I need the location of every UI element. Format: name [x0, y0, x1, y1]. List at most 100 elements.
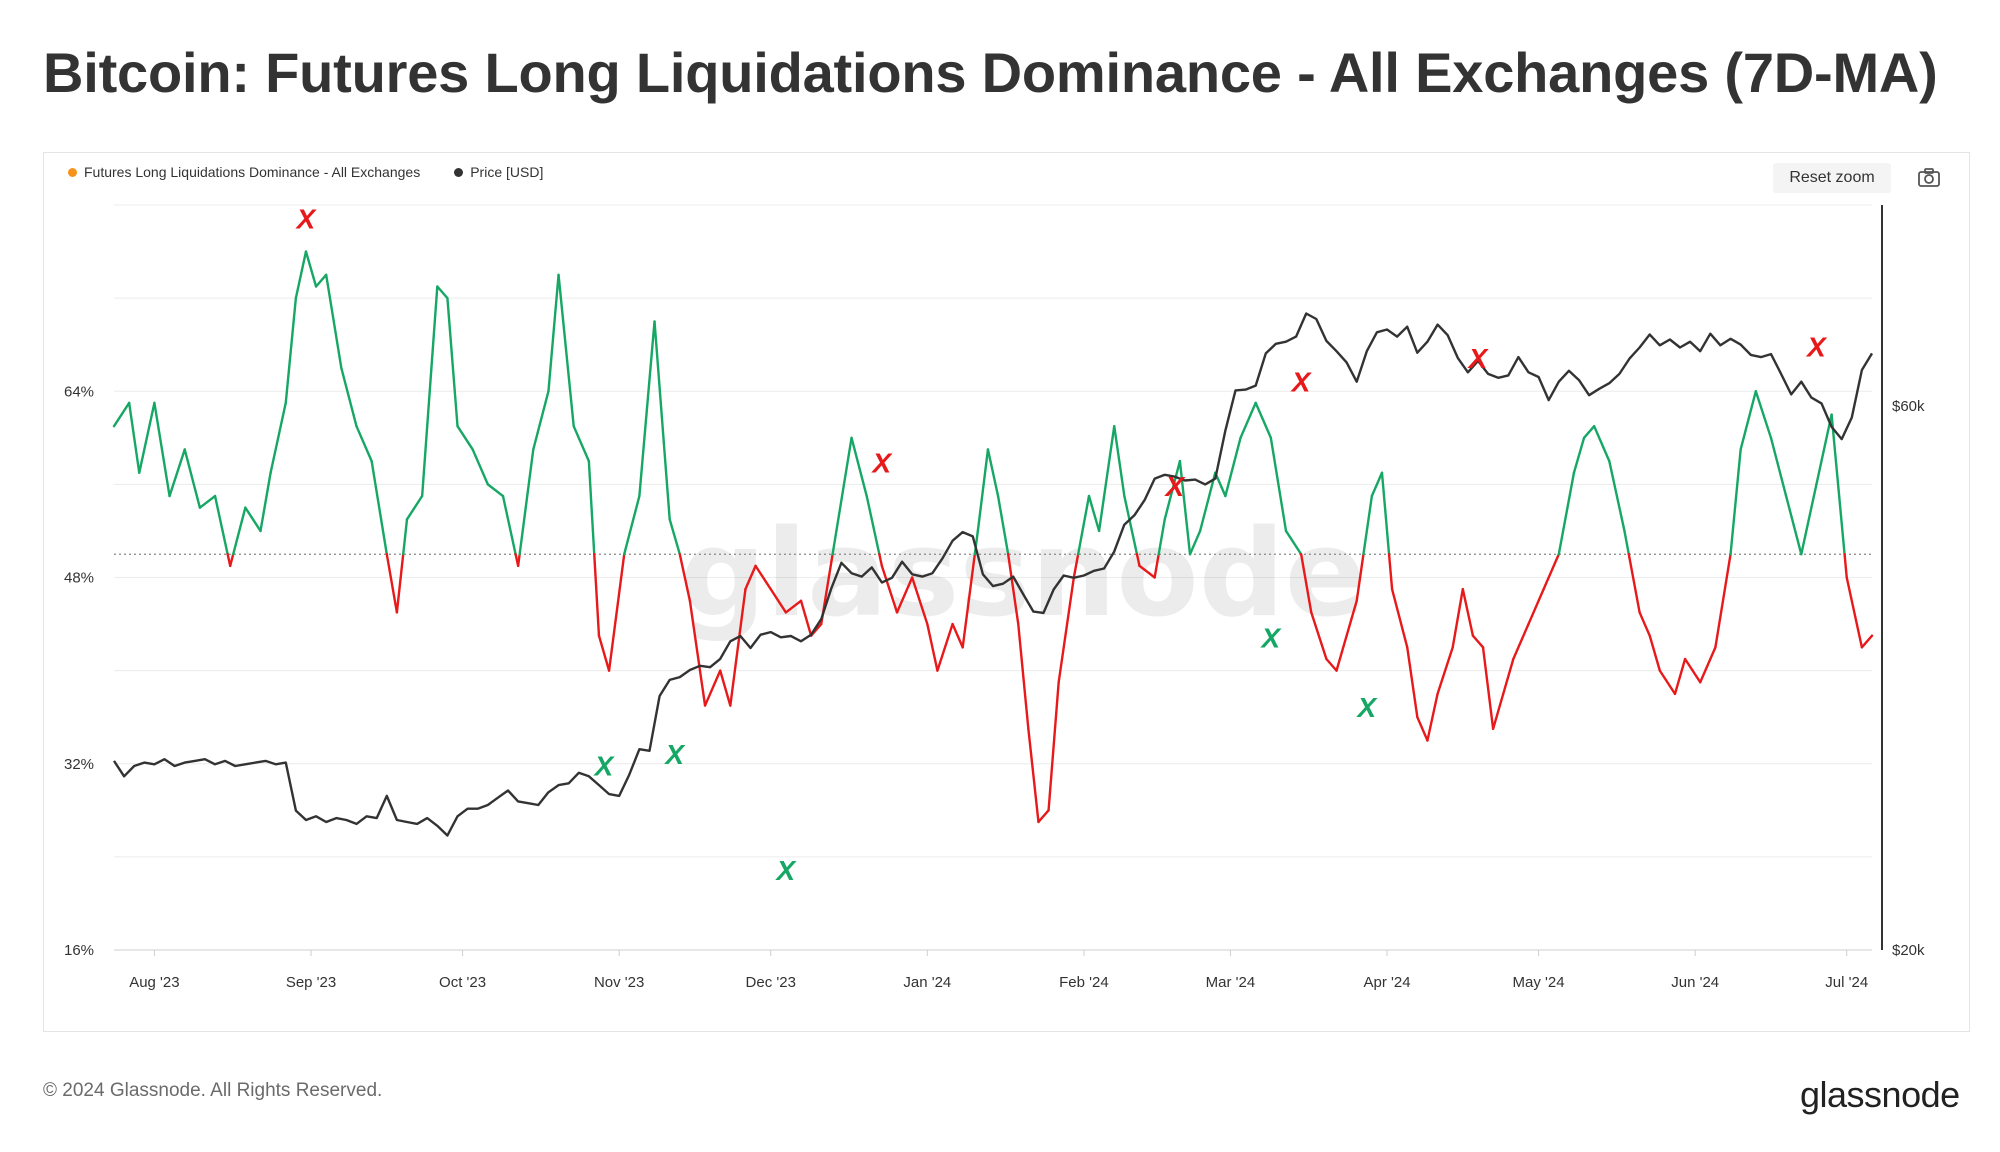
dominance-segment — [213, 494, 229, 556]
dominance-segment — [127, 401, 141, 474]
dominance-segment — [456, 424, 474, 451]
dominance-segment — [769, 587, 788, 614]
dominance-segment — [607, 553, 626, 672]
dominance-segment — [486, 483, 505, 498]
dominance-segment — [232, 506, 247, 556]
dominance-segment — [324, 273, 343, 370]
dominance-segment — [572, 424, 591, 463]
x-tick-label: Dec '23 — [746, 974, 796, 991]
dominance-segment — [1188, 529, 1202, 556]
y-left-tick-label: 48% — [64, 570, 94, 587]
legend-label-dominance: Futures Long Liquidations Dominance - Al… — [84, 164, 421, 180]
dominance-segment — [986, 448, 1000, 498]
dominance-segment — [1739, 390, 1758, 451]
dominance-segment — [1269, 436, 1288, 533]
dominance-segment — [1284, 529, 1303, 556]
dominance-segment — [1406, 646, 1419, 719]
dominance-segment — [587, 459, 596, 556]
dominance-segment — [593, 553, 601, 637]
dominance-segment — [1843, 553, 1848, 579]
dominance-segment — [1387, 553, 1394, 591]
dominance-segment — [1178, 459, 1192, 556]
annotation-green-x: X — [1260, 622, 1283, 653]
dominance-segment — [1335, 634, 1348, 672]
dominance-segment — [1502, 657, 1515, 696]
dominance-segment — [1214, 471, 1227, 498]
annotation-red-x: X — [871, 448, 894, 479]
dominance-segment — [678, 553, 692, 602]
dominance-segment — [1729, 448, 1742, 556]
dominance-segment — [1135, 553, 1141, 568]
x-tick-label: Aug '23 — [129, 974, 179, 991]
annotation-green-x: X — [775, 855, 798, 886]
dominance-segment — [1461, 587, 1475, 637]
dominance-segment — [895, 576, 914, 614]
dominance-segment — [1138, 564, 1156, 579]
legend-item-dominance[interactable]: Futures Long Liquidations Dominance - Al… — [68, 164, 420, 180]
dominance-segment — [1542, 553, 1560, 591]
dominance-segment — [1097, 424, 1116, 533]
dominance-segment — [516, 553, 521, 568]
dominance-segment — [1512, 622, 1530, 661]
dominance-segment — [1699, 646, 1717, 684]
dominance-segment — [153, 401, 171, 498]
reset-zoom-button[interactable]: Reset zoom — [1773, 163, 1891, 193]
dominance-segment — [597, 634, 611, 672]
dominance-segment — [501, 494, 517, 556]
dominance-segment — [1572, 436, 1586, 474]
dominance-segment — [1623, 529, 1630, 556]
legend-dot-dark-icon — [454, 167, 464, 177]
camera-icon[interactable] — [1917, 166, 1943, 190]
dominance-segment — [1017, 622, 1030, 731]
dominance-segment — [1027, 727, 1040, 824]
dominance-segment — [1370, 471, 1384, 498]
dominance-segment — [688, 599, 707, 707]
dominance-segment — [835, 436, 853, 533]
y-right-tick-label: $60k — [1892, 398, 1925, 415]
dominance-segment — [1113, 424, 1126, 498]
dominance-segment — [557, 273, 575, 428]
dominance-segment — [936, 622, 954, 672]
y-left-tick-label: 64% — [64, 383, 94, 400]
annotation-green-x: X — [663, 739, 686, 770]
dominance-segment — [1582, 424, 1596, 440]
dominance-segment — [951, 622, 964, 649]
dominance-segment — [1224, 436, 1242, 498]
dominance-segment — [1658, 669, 1677, 696]
dominance-segment — [1769, 436, 1788, 498]
x-tick-label: Mar '24 — [1206, 974, 1256, 991]
dominance-segment — [385, 553, 399, 614]
dominance-segment — [744, 564, 757, 591]
dominance-segment — [878, 553, 884, 568]
dominance-segment — [729, 587, 747, 707]
dominance-segment — [1355, 553, 1365, 602]
dominance-segment — [996, 494, 1010, 556]
dominance-segment — [1057, 576, 1076, 684]
dominance-segment — [703, 669, 722, 707]
dominance-segment — [183, 448, 202, 509]
dominance-segment — [304, 250, 318, 288]
dominance-segment — [1380, 471, 1391, 556]
dominance-segment — [168, 448, 186, 498]
dominance-segment — [1163, 459, 1182, 521]
dominance-segment — [719, 669, 732, 707]
dominance-segment — [1123, 494, 1139, 556]
annotation-red-x: X — [1290, 366, 1313, 397]
dominance-segment — [1416, 715, 1429, 742]
annotation-red-x: X — [1467, 343, 1490, 374]
footer-logo: glassnode — [1800, 1074, 1960, 1115]
dominance-segment — [1037, 809, 1050, 824]
x-tick-label: May '24 — [1513, 974, 1565, 991]
annotation-red-x: X — [295, 203, 318, 234]
dominance-segment — [112, 401, 131, 428]
legend-item-price[interactable]: Price [USD] — [454, 164, 543, 180]
annotation-red-x: X — [1805, 331, 1828, 362]
dominance-segment — [1784, 494, 1803, 556]
dominance-segment — [1362, 494, 1374, 556]
footer-copyright: © 2024 Glassnode. All Rights Reserved. — [43, 1080, 383, 1101]
dominance-segment — [1157, 518, 1166, 556]
dominance-segment — [799, 599, 813, 637]
dominance-segment — [623, 494, 641, 556]
dominance-segment — [1491, 692, 1505, 731]
dominance-segment — [1830, 413, 1846, 556]
